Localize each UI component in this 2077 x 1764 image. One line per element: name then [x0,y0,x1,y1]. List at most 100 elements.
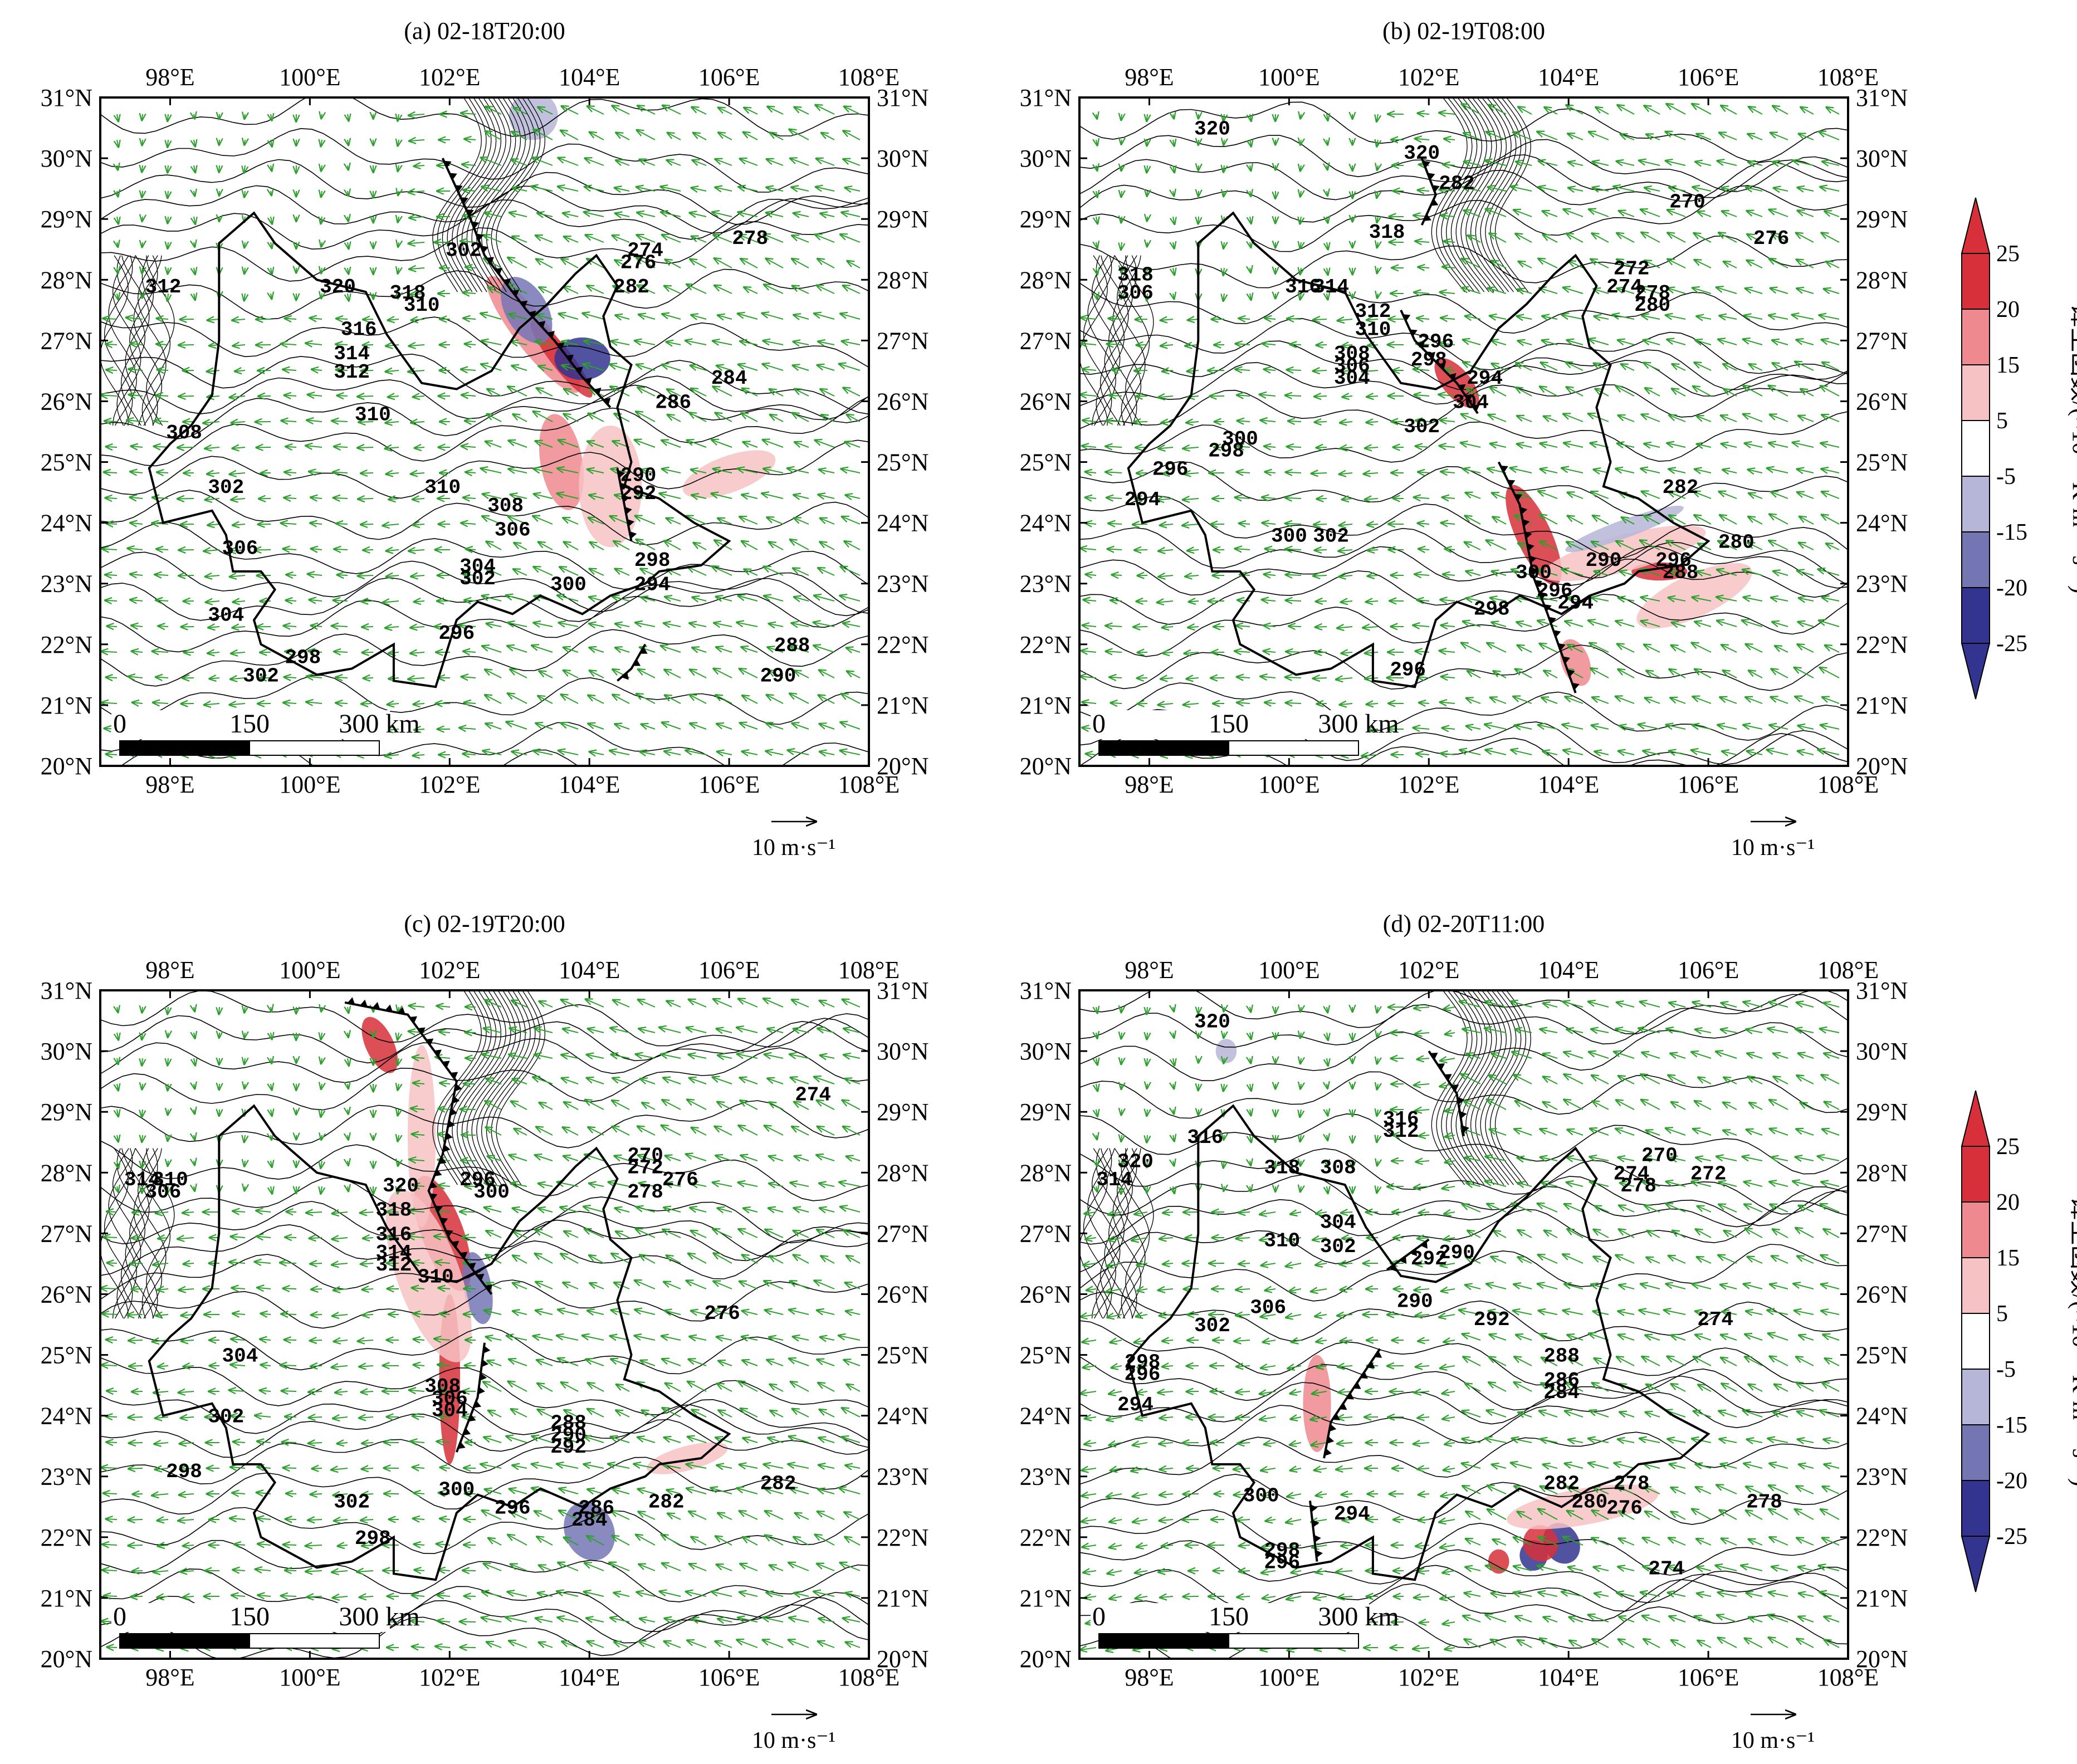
wind-vector [587,470,604,473]
y-tick-label-left: 22°N [1020,1524,1072,1551]
wind-vector [615,569,630,576]
y-tick-label-right: 26°N [877,388,928,415]
y-tick-label-right: 21°N [1856,692,1908,719]
wind-vector [531,646,553,653]
wind-vector [286,600,297,601]
contour-label: 278 [732,227,768,250]
frontogenesis-patch [1215,1039,1237,1063]
wind-vector [142,217,143,222]
contour-label: 282 [1439,173,1475,196]
wind-vector [1198,216,1199,224]
wind-vector [117,242,118,247]
wind-vector [194,216,196,224]
wind-vector [321,1135,322,1140]
wind-vector [307,394,322,396]
wind-vector [194,268,195,275]
wind-vector [409,140,425,141]
wind-vector [460,1647,476,1648]
y-tick-label-left: 20°N [41,1645,92,1673]
wind-vector [232,627,246,628]
y-tick-label-left: 21°N [41,1585,92,1612]
wind-vector [662,105,681,115]
wind-vector [583,313,604,320]
wind-vector [1121,1058,1122,1064]
y-tick-label-left: 22°N [41,631,92,658]
contour-label: 276 [1753,227,1790,250]
scale-label: 150 [1209,1602,1249,1631]
wind-vector [104,1237,118,1238]
x-tick-label-top: 98°E [145,63,194,91]
y-tick-label-right: 20°N [877,752,928,780]
wind-vector [232,319,246,320]
wind-vector [142,268,143,273]
wind-vector [284,626,297,627]
contour-label: 302 [1320,1235,1356,1258]
y-tick-label-right: 25°N [1856,1342,1908,1369]
wind-vector [207,473,220,474]
panel-title: (a) 02-18T20:00 [404,17,565,45]
wind-vector [205,575,220,576]
wind-vector [154,421,169,422]
wind-vector [561,695,579,704]
wind-vector [131,1391,143,1392]
wind-vector [637,258,656,268]
contour-label: 282 [648,1491,685,1513]
contour-label: 318 [1369,221,1405,244]
wind-vector [194,114,195,119]
y-tick-label-right: 26°N [1856,388,1908,415]
wind-vector [131,626,143,627]
wind-vector [460,241,476,242]
wind-vector [1285,677,1302,678]
y-tick-label-left: 20°N [1020,1645,1072,1673]
wind-vector [639,159,656,166]
x-tick-label-top: 100°E [1258,956,1319,984]
wind-vector [558,158,579,166]
wind-vector [539,366,553,370]
wind-vector [610,516,630,525]
wind-vector [156,549,169,550]
wind-vector [309,472,322,473]
x-tick-label-top: 106°E [1678,956,1739,984]
wind-vector [130,600,143,601]
wind-vector [564,542,579,550]
wind-vector [131,651,143,652]
wind-vector [585,158,604,166]
wind-vector [615,160,630,165]
wind-vector [142,1135,143,1142]
wind-vector [614,188,630,191]
wind-vector [107,626,118,627]
y-tick-label-left: 28°N [1020,266,1072,294]
wind-vector [509,314,527,320]
wind-vector [358,447,374,448]
x-tick-label-bottom: 100°E [1258,771,1319,798]
wind-vector [155,600,169,602]
wind-vector [104,421,118,422]
y-tick-label-left: 20°N [41,752,92,780]
wind-vector [613,541,630,550]
wind-vector [514,543,527,550]
wind-vector [388,319,399,320]
scale-label: 0 [113,709,126,739]
wind-vector [205,499,220,500]
y-tick-label-left: 26°N [41,1281,92,1308]
wind-vector [637,130,656,140]
wind-vector [587,286,604,294]
wind-vector [332,421,348,422]
y-tick-label-left: 28°N [41,1159,92,1186]
contour-label: 308 [166,422,202,444]
wind-vector [637,212,656,217]
wind-vector [388,396,399,397]
x-tick-label-bottom: 106°E [698,1664,760,1691]
wind-vector [102,1314,118,1315]
contour-label: 304 [208,604,244,627]
wind-vector [306,702,322,703]
wind-vector [348,268,349,274]
vector-reference: 10 m·s⁻¹ [752,1714,835,1753]
colorbar-tick-label: -25 [1996,631,2027,657]
contour-label: 298 [1474,598,1510,620]
wind-vector [271,140,272,146]
wind-vector [461,395,476,396]
wind-vector [142,140,143,145]
wind-vector [271,191,272,196]
wind-vector [485,131,502,140]
